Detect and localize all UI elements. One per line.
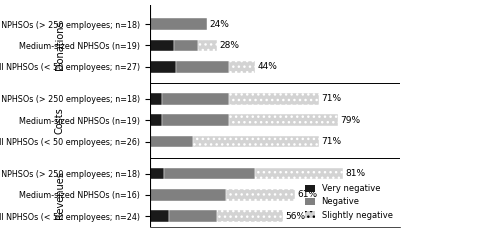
Text: Donations: Donations xyxy=(54,21,64,70)
Text: 79%: 79% xyxy=(340,116,360,125)
Text: 28%: 28% xyxy=(219,41,239,50)
Bar xyxy=(150,211,169,222)
Text: 56%: 56% xyxy=(286,212,306,221)
Bar xyxy=(228,61,255,73)
Bar xyxy=(150,18,207,30)
Bar xyxy=(150,93,162,105)
Bar xyxy=(198,39,216,51)
Bar xyxy=(226,189,295,201)
Bar xyxy=(150,189,226,201)
Bar xyxy=(228,114,338,126)
Bar xyxy=(193,136,319,147)
Text: Revenues: Revenues xyxy=(54,171,64,219)
Text: 71%: 71% xyxy=(322,137,342,146)
Text: 61%: 61% xyxy=(298,190,318,200)
Bar xyxy=(150,114,162,126)
Bar xyxy=(174,39,198,51)
Text: 71%: 71% xyxy=(322,94,342,103)
Bar xyxy=(228,93,319,105)
Legend: Very negative, Negative, Slightly negative: Very negative, Negative, Slightly negati… xyxy=(302,181,396,223)
Bar xyxy=(162,114,228,126)
Bar xyxy=(150,39,174,51)
Bar xyxy=(164,168,255,179)
Bar xyxy=(176,61,229,73)
Text: Costs: Costs xyxy=(54,107,64,134)
Bar xyxy=(162,93,228,105)
Text: 81%: 81% xyxy=(345,169,366,178)
Bar xyxy=(216,211,284,222)
Bar xyxy=(255,168,343,179)
Bar xyxy=(150,168,164,179)
Bar xyxy=(150,61,176,73)
Text: 24%: 24% xyxy=(210,20,230,28)
Text: 44%: 44% xyxy=(257,62,277,71)
Bar xyxy=(169,211,216,222)
Bar xyxy=(150,136,193,147)
